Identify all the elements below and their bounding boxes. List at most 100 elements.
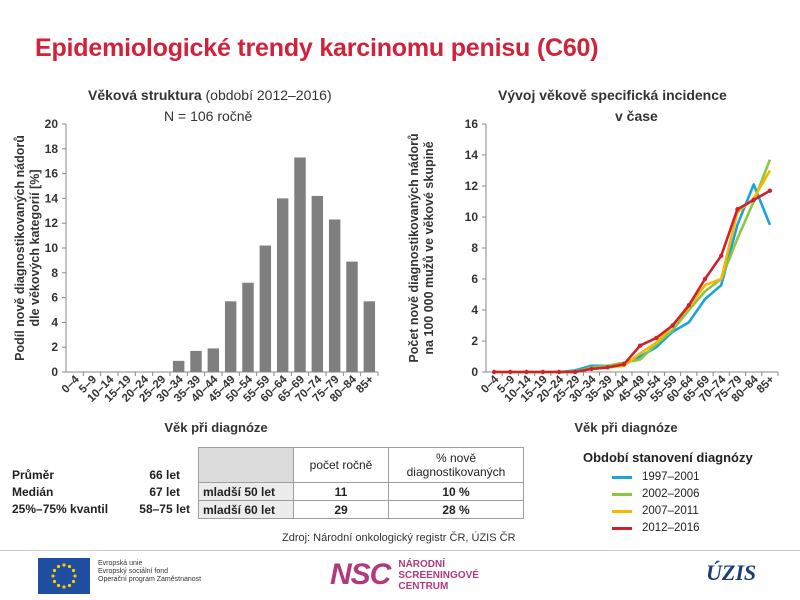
table-header-pct: % nově diagnostikovaných <box>388 447 524 483</box>
eu-funding-text: Evropská unie Evropský sociální fond Ope… <box>98 560 201 584</box>
data-point <box>686 303 691 308</box>
nsc-logo: NSC NÁRODNÍ SCREENINGOVÉ CENTRUM <box>330 558 479 592</box>
right-chart-title-line2: v čase <box>615 108 658 124</box>
legend-label: 1997–2001 <box>642 471 700 483</box>
legend-label: 2007–2011 <box>642 505 699 517</box>
eu-star <box>52 579 57 584</box>
stat-label-median: Medián <box>12 485 54 499</box>
y-tick-label: 8 <box>471 241 478 255</box>
x-tick-label: 85+ <box>354 373 376 395</box>
y-tick-label: 6 <box>471 272 478 286</box>
y-tick-label: 8 <box>51 266 58 280</box>
stat-value-mean: 66 let <box>149 468 180 482</box>
left-chart-subtitle: N = 106 ročně <box>164 108 253 124</box>
eu-text-line: Operační program Zaměstnanost <box>98 576 202 583</box>
y-axis-title: Podíl nově diagnostikovaných nádorůdle v… <box>13 135 42 361</box>
eu-star <box>62 585 66 589</box>
bar <box>276 198 289 372</box>
nsc-logo-text: NÁRODNÍ SCREENINGOVÉ CENTRUM <box>398 559 479 592</box>
eu-star <box>51 574 55 578</box>
data-point <box>637 343 643 348</box>
data-point <box>621 362 627 367</box>
bar <box>363 301 376 372</box>
y-tick-label: 14 <box>465 148 479 162</box>
table-row-label: mladší 50 let <box>198 482 294 501</box>
nsc-text-line: CENTRUM <box>398 580 449 592</box>
y-tick-label: 16 <box>45 167 59 181</box>
x-tick-label: 85+ <box>755 373 777 395</box>
uzis-logo: ÚZIS <box>706 560 757 585</box>
right-chart-title-line1: Vývoj věkově specifická incidence <box>498 87 727 103</box>
legend-item-2002-2006: 2002–2006 <box>612 488 700 500</box>
y-tick-label: 14 <box>45 191 59 205</box>
bar <box>259 245 272 372</box>
legend-label: 2002–2006 <box>642 488 700 500</box>
legend-label: 2012–2016 <box>642 522 700 534</box>
left-chart-title-rest: (období 2012–2016) <box>201 87 332 103</box>
legend-item-1997-2001: 1997–2001 <box>612 471 700 483</box>
series-line <box>494 169 772 374</box>
data-point <box>719 253 724 258</box>
data-point <box>735 207 740 212</box>
bar <box>224 301 237 372</box>
legend-swatch <box>612 526 632 530</box>
y-tick-label: 18 <box>45 142 59 156</box>
table-header-count: počet ročně <box>293 447 389 483</box>
y-tick-label: 12 <box>465 179 479 193</box>
eu-flag-logo <box>38 558 90 594</box>
y-tick-label: 12 <box>45 216 59 230</box>
y-tick-label: 16 <box>465 117 479 131</box>
data-point <box>605 365 610 370</box>
bar <box>172 360 185 372</box>
age-threshold-table: počet ročně % nově diagnostikovaných mla… <box>198 447 524 519</box>
data-point <box>573 369 578 375</box>
stat-label-mean: Průměr <box>12 468 55 482</box>
data-point <box>508 369 513 375</box>
y-tick-label: 10 <box>45 241 59 255</box>
bar <box>328 219 341 372</box>
eu-star <box>71 579 76 584</box>
data-point <box>556 369 562 375</box>
bar <box>346 261 358 372</box>
legend-swatch <box>612 475 632 479</box>
nsc-text-line: SCREENINGOVÉ <box>398 569 479 581</box>
x-axis-title: Věk při diagnóze <box>574 420 677 435</box>
table-cell-pct: 28 % <box>388 500 524 519</box>
eu-star <box>56 564 61 569</box>
y-tick-label: 2 <box>471 334 478 348</box>
data-point <box>702 276 708 282</box>
eu-text-line: Evropská unie <box>98 560 143 567</box>
left-chart-title: Věková struktura (období 2012–2016) <box>88 87 332 103</box>
table-cell-pct: 10 % <box>388 482 524 501</box>
footer-divider <box>0 550 800 551</box>
series-line <box>494 189 771 374</box>
eu-text-line: Evropský sociální fond <box>98 568 169 575</box>
stat-label-quantile: 25%–75% kvantil <box>12 502 109 516</box>
legend-swatch <box>612 509 632 513</box>
table-cell-count: 11 <box>293 482 389 501</box>
table-row: mladší 50 let 11 10 % <box>198 482 524 501</box>
series-line <box>494 159 772 374</box>
table-row: mladší 60 let 29 28 % <box>198 500 524 519</box>
series-line <box>494 183 772 374</box>
y-tick-label: 4 <box>51 315 58 329</box>
bar <box>242 282 254 372</box>
data-point <box>589 366 594 372</box>
bar <box>190 350 202 372</box>
legend-item-2012-2016: 2012–2016 <box>612 522 700 534</box>
table-cell-count: 29 <box>293 500 389 519</box>
data-point <box>491 369 497 375</box>
table-corner-cell <box>198 447 294 483</box>
x-axis-title: Věk při diagnóze <box>164 420 267 435</box>
data-point <box>767 188 773 193</box>
bar <box>207 348 220 372</box>
legend-item-2007-2011: 2007–2011 <box>612 505 699 517</box>
nsc-text-line: NÁRODNÍ <box>398 558 446 570</box>
y-tick-label: 4 <box>471 303 478 317</box>
page-title: Epidemiologické trendy karcinomu penisu … <box>35 34 599 62</box>
y-tick-label: 2 <box>51 340 58 354</box>
eu-star <box>67 564 72 569</box>
legend-swatch <box>612 492 632 496</box>
data-point <box>524 369 529 375</box>
